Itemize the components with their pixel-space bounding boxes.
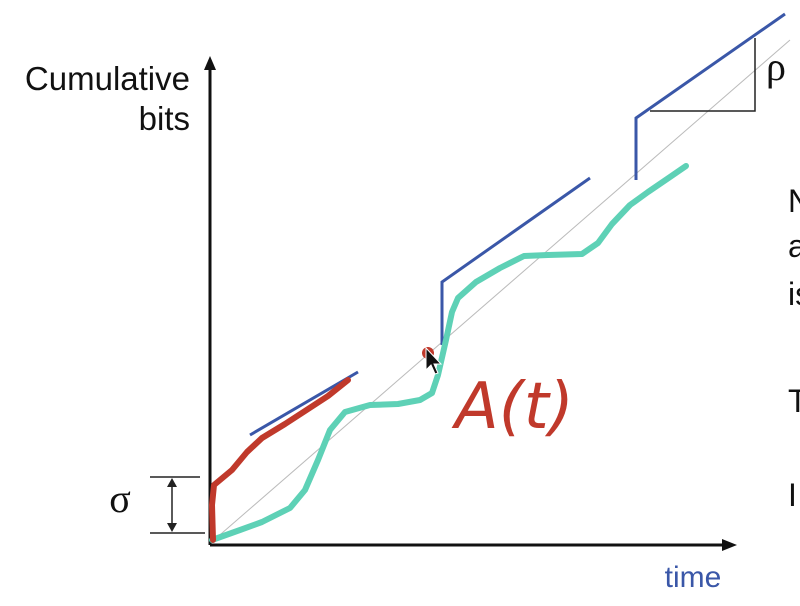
envelope-segment-1 (249, 370, 359, 437)
envelope-segment-2 (440, 176, 591, 345)
x-axis-arrowhead (722, 539, 737, 551)
rho-slope-triangle (650, 38, 756, 112)
clipped-text-4: T (788, 383, 800, 419)
clipped-text-2: a (788, 228, 800, 264)
clipped-text-1: N (788, 183, 800, 219)
sigma-arrow-bottom (167, 523, 177, 532)
sigma-label: σ (109, 476, 131, 521)
red-annotation-stroke (209, 377, 351, 543)
y-axis-arrowhead (204, 56, 216, 70)
arrival-curve (209, 163, 689, 543)
reference-rate-line (213, 39, 791, 541)
envelope-segment-3 (634, 12, 786, 180)
clipped-text-5: I (788, 477, 797, 513)
clipped-text-3: is (788, 276, 800, 312)
arrival-curve-label: A(t) (451, 370, 574, 444)
y-axis-label-line2: bits (139, 100, 190, 137)
x-axis-label: time (665, 561, 722, 594)
y-axis-label-line1: Cumulative (25, 60, 190, 97)
mouse-cursor-icon (425, 346, 443, 375)
sigma-arrow-top (167, 478, 177, 487)
rho-label: ρ (766, 44, 786, 89)
